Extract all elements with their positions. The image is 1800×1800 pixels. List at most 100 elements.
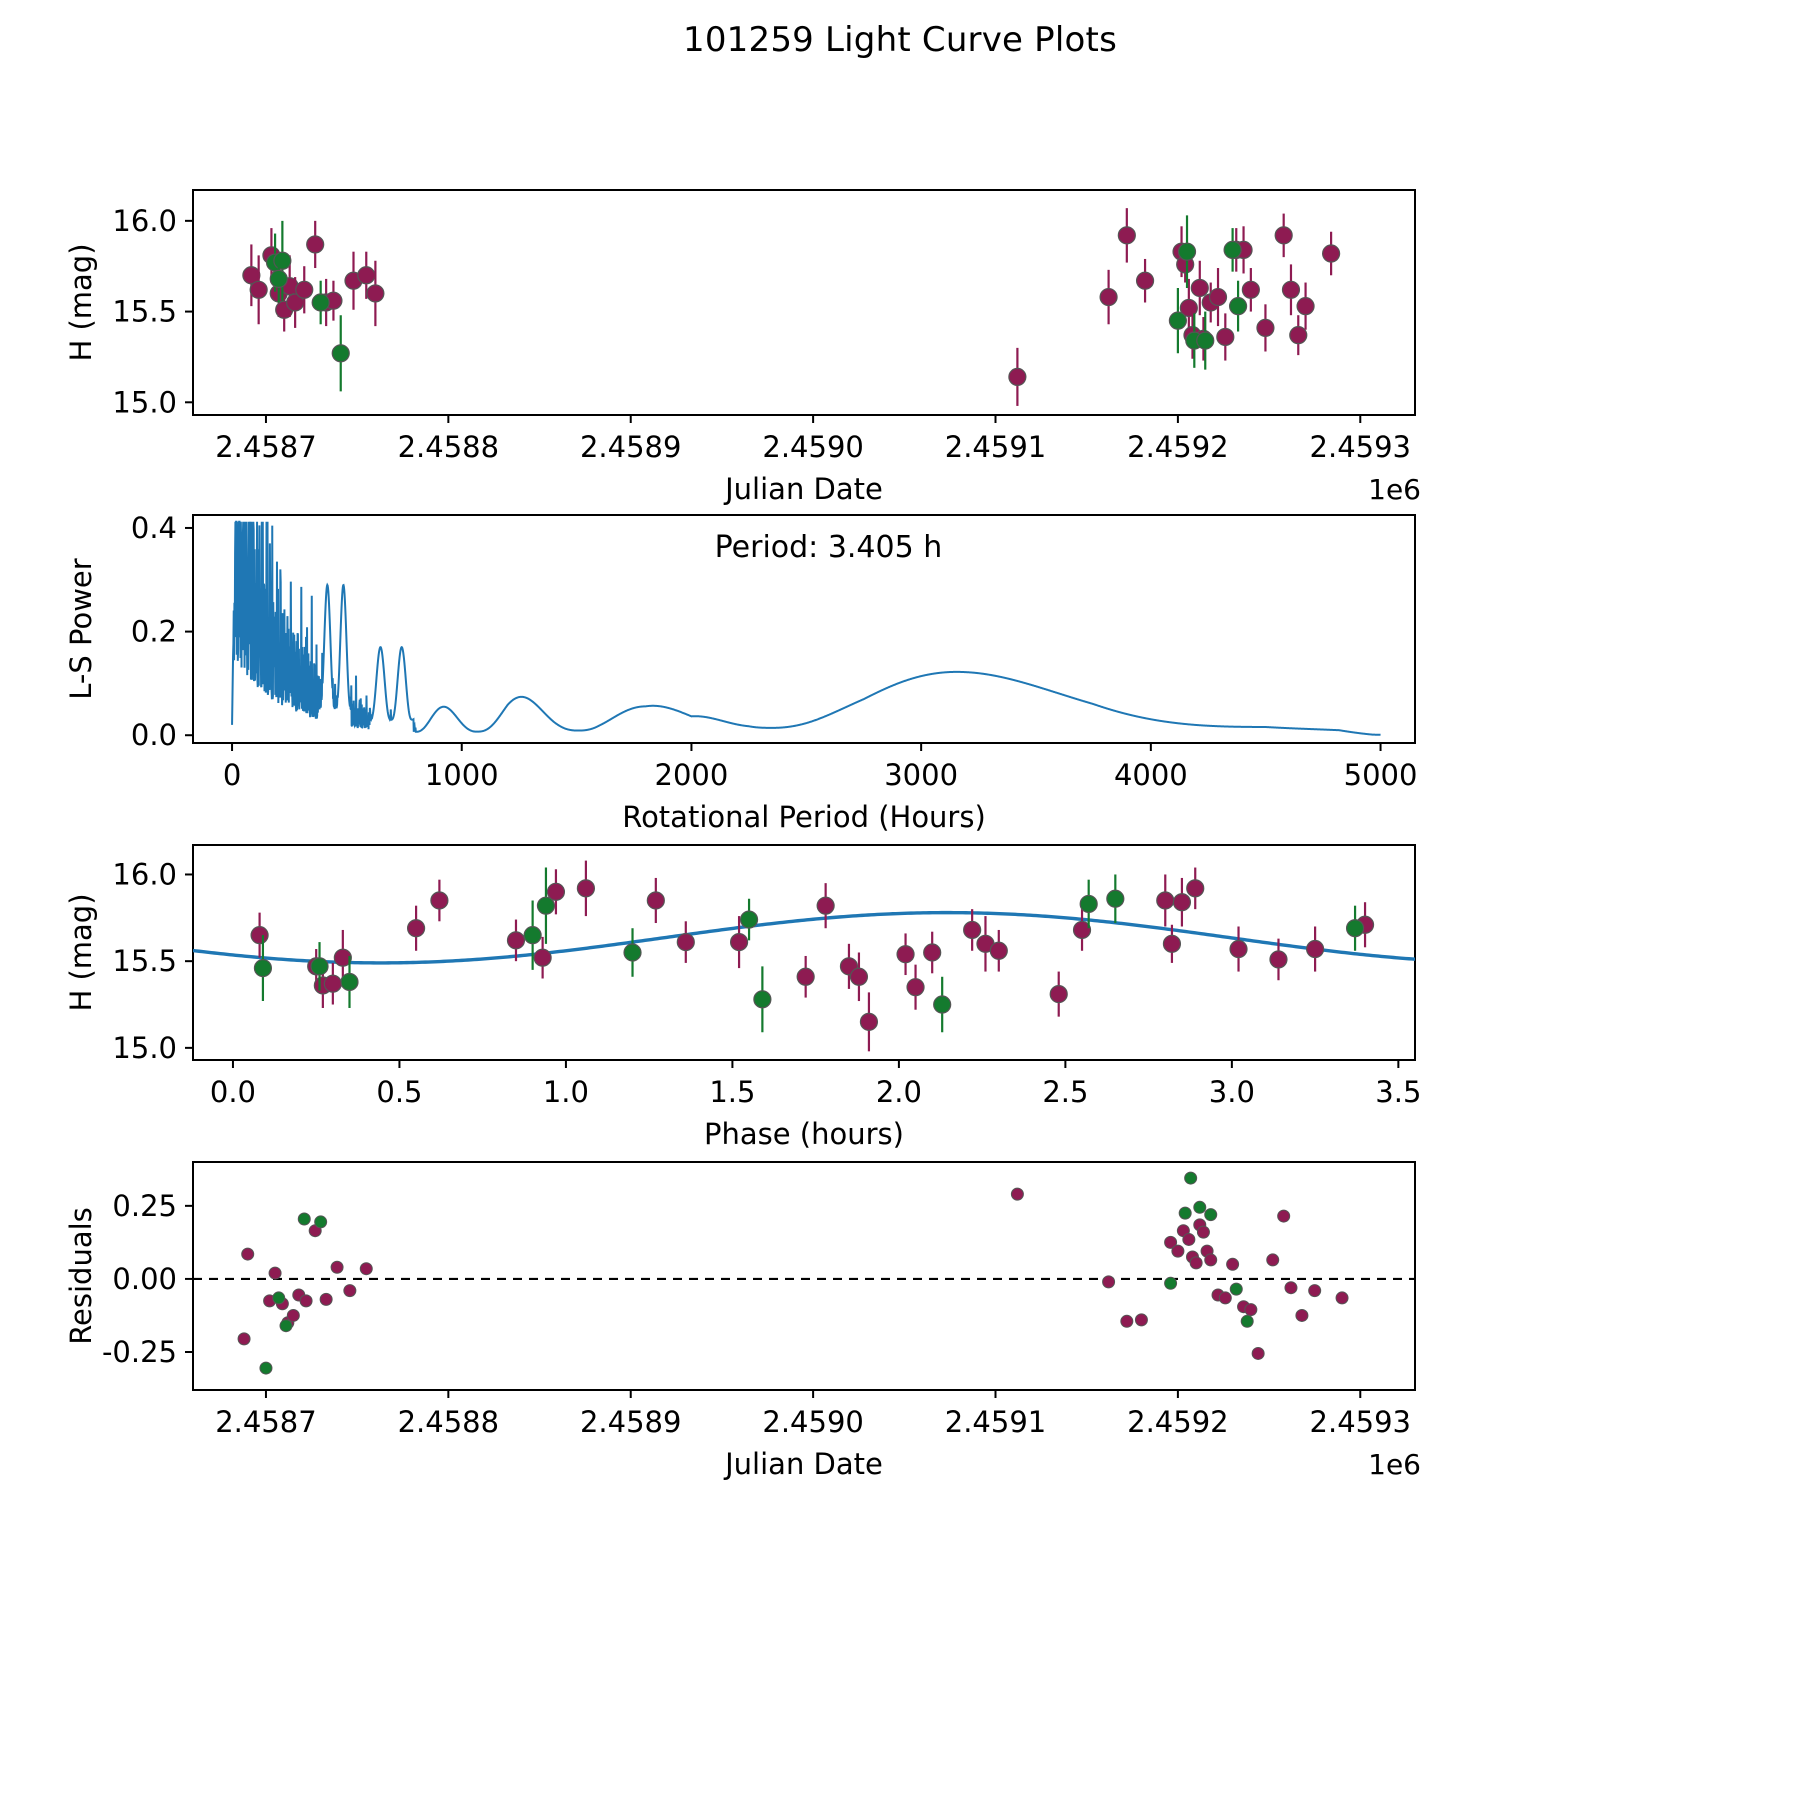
x-tick-label: 3000 <box>884 758 958 792</box>
data-point <box>1269 950 1288 969</box>
residual-point <box>1266 1253 1280 1267</box>
data-point <box>311 293 330 312</box>
data-point <box>1229 939 1248 959</box>
data-point <box>333 948 352 967</box>
x-tick-label: 2.4593 <box>1310 430 1411 464</box>
residual-point <box>1218 1291 1232 1305</box>
data-point <box>796 967 815 986</box>
residual-point <box>1164 1276 1178 1290</box>
data-point <box>1168 311 1187 330</box>
period-annotation: Period: 3.405 h <box>715 530 943 565</box>
data-point <box>253 959 273 978</box>
residual-point <box>1251 1346 1265 1360</box>
residuals-plot-area <box>237 1171 1349 1375</box>
plot-frame <box>192 189 1416 416</box>
data-point <box>242 266 261 285</box>
residual-point <box>1335 1291 1349 1305</box>
residual-point <box>1189 1256 1203 1270</box>
series-green-band <box>259 1171 1254 1375</box>
panel-raw-light-curve: 2.4587 2.4588 2.4589 2.4590 2.4591 2.4592 2.45… <box>64 189 1421 506</box>
residual-point <box>241 1247 255 1261</box>
data-point <box>1099 287 1118 307</box>
y-axis-label: L-S Power <box>64 558 98 699</box>
residual-point <box>1102 1275 1116 1289</box>
x-tick-label: 2.5 <box>1042 1075 1088 1109</box>
x-tick-label: 0.0 <box>210 1075 256 1109</box>
residual-point <box>297 1212 311 1226</box>
data-point <box>1274 226 1293 245</box>
residual-point <box>1182 1232 1196 1246</box>
data-point <box>249 280 268 299</box>
x-tick-label: 3.0 <box>1209 1075 1255 1109</box>
data-point <box>646 891 665 910</box>
data-point <box>269 269 288 289</box>
x-tick-label: 0 <box>223 758 241 792</box>
y-tick-label: 16.0 <box>112 204 177 238</box>
plot-area <box>193 860 1415 1052</box>
data-point <box>533 948 552 967</box>
residual-point <box>1240 1314 1254 1328</box>
x-tick-label: 2.4592 <box>1127 430 1228 464</box>
data-point <box>739 910 759 929</box>
residual-point <box>259 1361 273 1375</box>
data-point <box>816 896 835 915</box>
panel-phased-light-curve: 0.0 0.5 1.0 1.5 2.0 2.5 3.0 3.5 15.0 15.5 16.0 Phas… <box>64 844 1421 1151</box>
data-point <box>331 344 350 363</box>
x-axis-offset-label: 1e6 <box>1368 1448 1421 1481</box>
residual-point <box>1164 1235 1178 1249</box>
data-point <box>576 879 596 898</box>
data-point <box>1172 893 1192 912</box>
data-point <box>1186 879 1205 898</box>
data-point <box>1345 919 1365 938</box>
residual-point <box>1226 1257 1240 1271</box>
x-tick-label: 2.4587 <box>215 430 316 464</box>
data-point <box>340 972 359 992</box>
data-point <box>295 280 314 299</box>
x-axis-offset-label: 1e6 <box>1368 473 1421 506</box>
data-point <box>1256 318 1275 338</box>
x-tick-label: 2.4588 <box>398 430 499 464</box>
data-point <box>989 941 1008 960</box>
data-point <box>859 1012 879 1031</box>
data-point <box>406 919 426 938</box>
periodogram-plot-area <box>231 520 1381 736</box>
data-point <box>729 932 749 952</box>
y-axis-label: H (mag) <box>64 893 98 1011</box>
residual-point <box>1120 1314 1134 1328</box>
x-tick-label: 2.4590 <box>762 1405 863 1439</box>
data-point <box>1228 297 1248 316</box>
data-point <box>430 891 449 910</box>
x-tick-label: 2.4591 <box>945 1405 1046 1439</box>
residual-point <box>1134 1313 1148 1327</box>
x-tick-label: 2000 <box>655 758 729 792</box>
data-point <box>1306 939 1325 959</box>
periodogram-line <box>231 520 1381 736</box>
data-point <box>1008 367 1027 386</box>
data-point <box>250 926 269 945</box>
residual-point <box>359 1262 373 1276</box>
x-tick-label: 2.4591 <box>945 430 1046 464</box>
data-point <box>623 943 642 962</box>
data-point <box>1135 271 1155 290</box>
y-axis-label: Residuals <box>64 1207 98 1345</box>
y-tick-label: 16.0 <box>112 857 177 891</box>
residual-point <box>1295 1308 1309 1322</box>
data-point <box>1079 894 1098 914</box>
plot-area <box>242 208 1341 406</box>
x-tick-label: 2.4593 <box>1310 1405 1411 1439</box>
data-point <box>1216 327 1235 347</box>
plot-frame <box>192 514 1416 744</box>
residual-point <box>279 1319 293 1333</box>
panel-residuals: 2.4587 2.4588 2.4589 2.4590 2.4591 2.4592 2.45… <box>64 1161 1421 1481</box>
panel-lomb-scargle-periodogram: 0 1000 2000 3000 4000 5000 0.0 0.2 0.4 Rotational… <box>64 511 1417 834</box>
data-point <box>1208 287 1228 307</box>
x-tick-label: 0.5 <box>376 1075 422 1109</box>
y-tick-label: 15.0 <box>112 1031 177 1065</box>
residual-point <box>1196 1225 1210 1239</box>
residual-point <box>343 1284 357 1298</box>
data-point <box>1190 278 1209 298</box>
sine-fit-line <box>193 910 1415 965</box>
residual-point <box>237 1332 251 1346</box>
data-point <box>1281 280 1301 299</box>
